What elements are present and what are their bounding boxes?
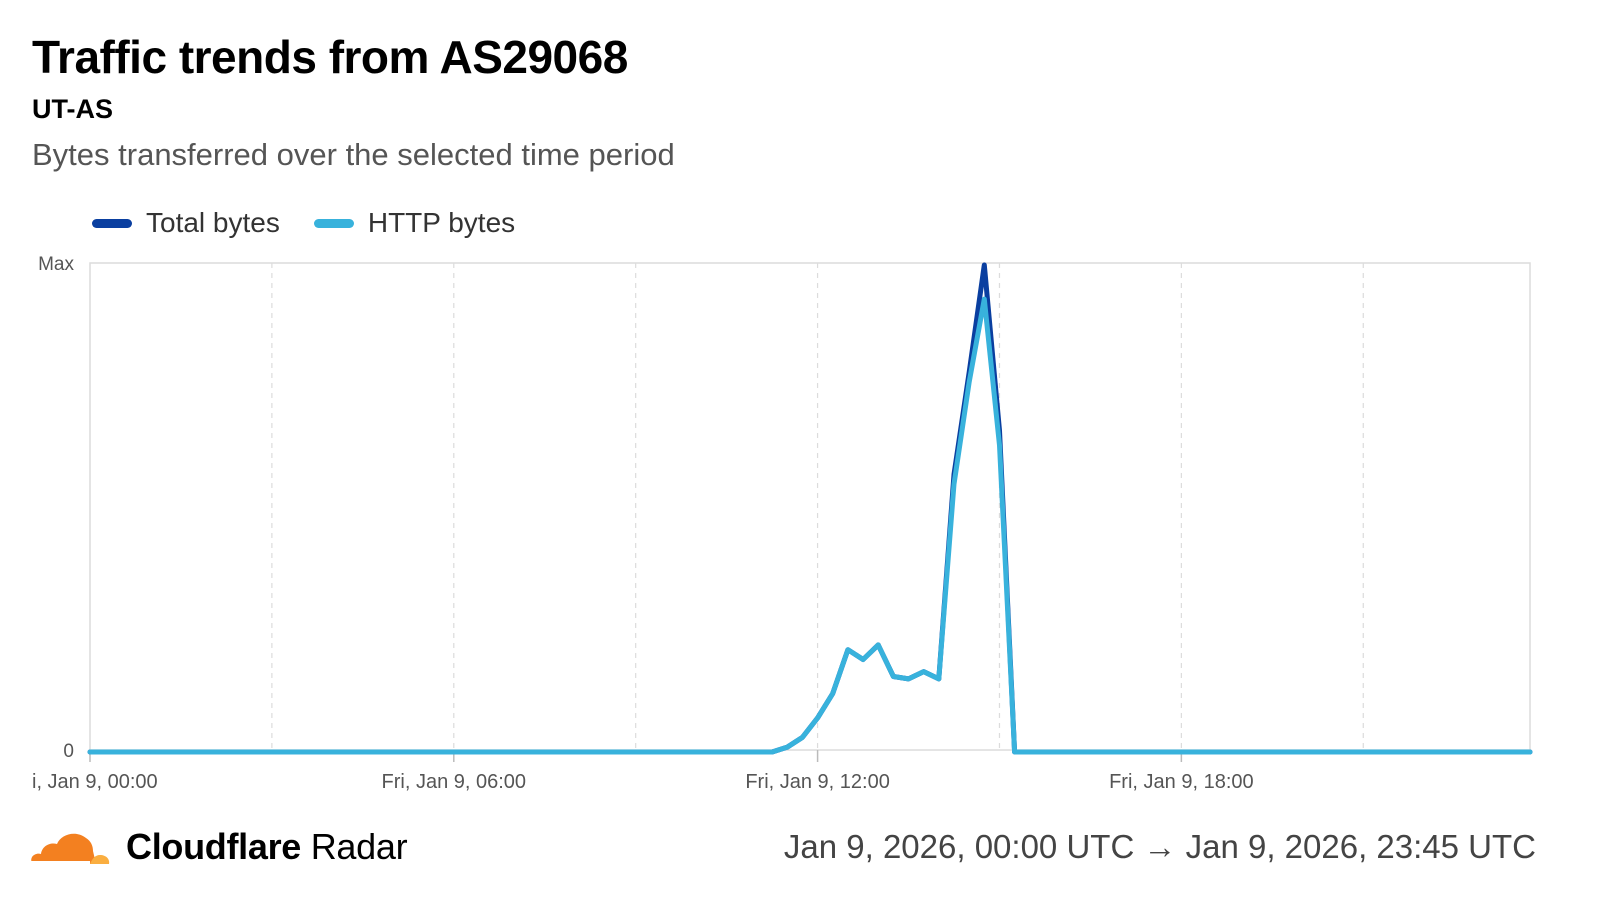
legend-label-http-bytes: HTTP bytes bbox=[367, 207, 516, 238]
series-line-http-bytes bbox=[87, 296, 1533, 755]
x-tick-label: Fri, Jan 9, 06:00 bbox=[382, 771, 527, 793]
chart-legend: Total bytes HTTP bytes bbox=[92, 207, 549, 239]
x-tick-label: Fri, Jan 9, 18:00 bbox=[1109, 771, 1254, 793]
chart-grid bbox=[271, 263, 1364, 750]
chart-series bbox=[87, 262, 1533, 755]
brand-name: Cloudflare Radar bbox=[126, 826, 408, 868]
y-axis: 0 Max bbox=[38, 254, 74, 762]
legend-swatch-total-bytes bbox=[92, 218, 132, 228]
chart-subtitle: UT-AS bbox=[32, 94, 113, 124]
legend-item-http-bytes[interactable]: HTTP bytes bbox=[313, 207, 516, 239]
brand-name-bold: Cloudflare bbox=[126, 826, 302, 867]
cloudflare-cloud-icon bbox=[30, 833, 110, 864]
y-tick-label: 0 bbox=[63, 741, 74, 762]
x-tick-label: Fri, Jan 9, 12:00 bbox=[745, 771, 890, 793]
chart-description: Bytes transferred over the selected time… bbox=[32, 137, 675, 172]
legend-swatch-http-bytes bbox=[313, 218, 354, 228]
cloudflare-radar-logo[interactable]: Cloudflare Radar bbox=[30, 826, 408, 868]
traffic-line-chart: 0 Max i, Jan 9, 00:00 Fri, Jan 9, 06:00 Fri… bbox=[32, 254, 1533, 793]
x-axis: i, Jan 9, 00:00 Fri, Jan 9, 06:00 Fri, Jan… bbox=[32, 750, 1254, 793]
legend-item-total-bytes[interactable]: Total bytes bbox=[92, 207, 280, 239]
y-tick-label: Max bbox=[38, 254, 74, 275]
chart-title: Traffic trends from AS29068 bbox=[32, 31, 628, 83]
x-tick-label: i, Jan 9, 00:00 bbox=[32, 771, 158, 793]
plot-frame bbox=[89, 262, 1531, 751]
time-range: Jan 9, 2026, 00:00 UTC → Jan 9, 2026, 23… bbox=[783, 828, 1536, 865]
legend-label-total-bytes: Total bytes bbox=[146, 207, 280, 238]
series-line-total-bytes bbox=[87, 262, 1533, 755]
brand-name-light: Radar bbox=[310, 826, 408, 867]
